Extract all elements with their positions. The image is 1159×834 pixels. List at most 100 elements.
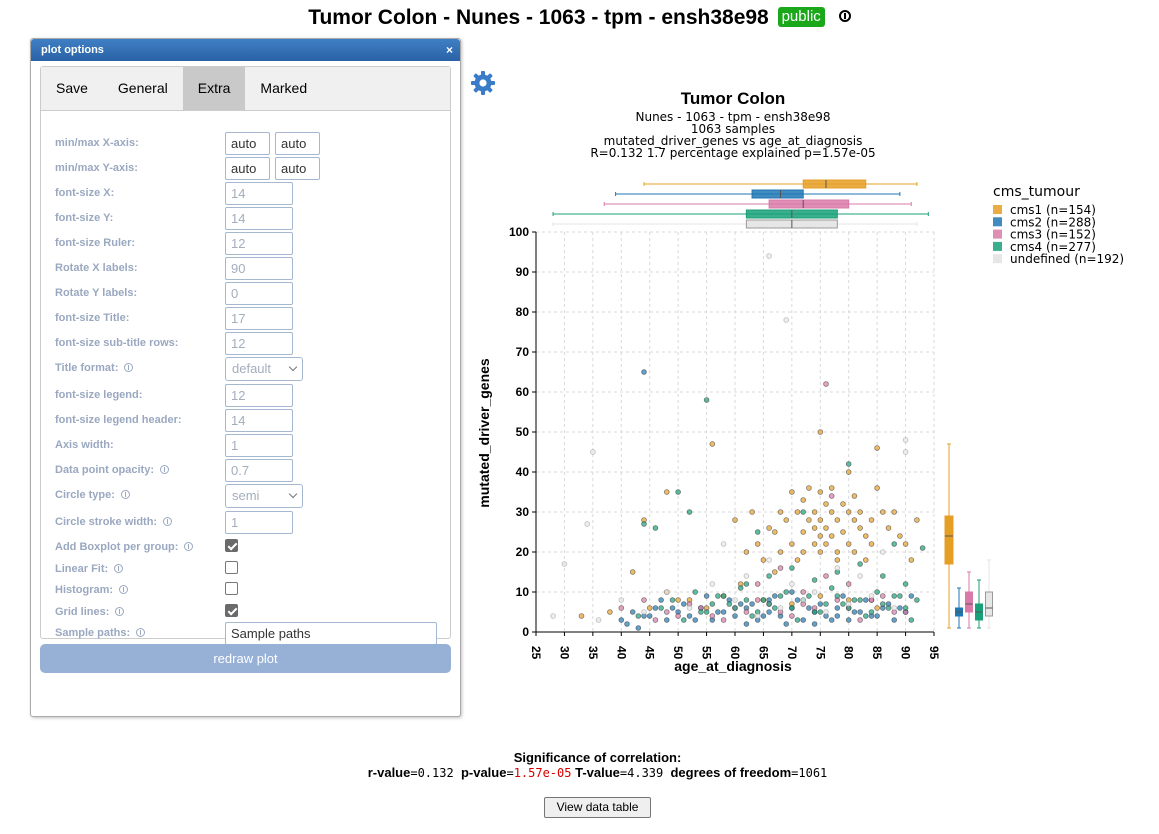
data-point-cms1 bbox=[874, 605, 880, 611]
gear-icon[interactable] bbox=[470, 70, 496, 96]
sample-paths-input[interactable]: Sample paths bbox=[225, 622, 437, 645]
label-text-axis-width: Axis width: bbox=[55, 439, 114, 451]
title-format-select[interactable]: default bbox=[225, 357, 303, 381]
x-tick-label: 95 bbox=[927, 646, 941, 660]
tab-general[interactable]: General bbox=[117, 80, 168, 96]
label-text-min-max-x-axis: min/max X-axis: bbox=[55, 137, 139, 149]
info-icon[interactable] bbox=[184, 542, 194, 551]
circle-type-select[interactable]: semi bbox=[225, 484, 303, 508]
legend-entry-cms4: cms4 (n=277) bbox=[1010, 240, 1096, 254]
info-icon[interactable] bbox=[136, 628, 146, 637]
data-point-cms1 bbox=[851, 517, 858, 523]
label-text-rotate-x-labels: Rotate X labels: bbox=[55, 262, 138, 274]
data-point-cms3 bbox=[879, 593, 886, 599]
grid-lines-checkbox[interactable] bbox=[225, 603, 238, 617]
font-size-y-input[interactable]: 14 bbox=[225, 207, 293, 230]
data-point-cms1 bbox=[828, 533, 835, 539]
data-point-cms1 bbox=[879, 509, 886, 515]
min-max-y-axis-min-input[interactable]: auto bbox=[225, 157, 270, 180]
public-badge: public bbox=[777, 7, 825, 27]
boxplot-y-box bbox=[965, 591, 973, 613]
label-rotate-y-labels: Rotate Y labels: bbox=[55, 287, 137, 299]
min-max-x-axis-min-input[interactable]: auto bbox=[225, 132, 270, 155]
info-icon[interactable] bbox=[114, 563, 124, 573]
label-text-font-size-legend: font-size legend: bbox=[55, 389, 143, 401]
data-point-cms4 bbox=[732, 605, 738, 611]
axis-width-input[interactable]: 1 bbox=[225, 434, 293, 457]
data-point-cms2 bbox=[686, 613, 693, 619]
data-point-cms4 bbox=[857, 597, 863, 603]
data-point-undefined bbox=[845, 601, 852, 607]
data-point-cms1 bbox=[760, 557, 767, 563]
font-size-ruler-input[interactable]: 12 bbox=[225, 232, 293, 255]
data-point-cms1 bbox=[845, 509, 852, 515]
data-point-cms4 bbox=[766, 573, 772, 579]
legend-swatch-undefined bbox=[993, 254, 1002, 264]
plot-options-dialog: plot options × Save General Extra Marked… bbox=[30, 38, 461, 717]
data-point-opacity-input[interactable]: 0.7 bbox=[225, 459, 293, 482]
info-icon[interactable] bbox=[119, 585, 129, 594]
data-point-cms2 bbox=[794, 597, 801, 603]
rotate-x-labels-input[interactable]: 90 bbox=[225, 257, 293, 280]
y-tick-label: 10 bbox=[516, 585, 530, 599]
font-size-legend-input[interactable]: 12 bbox=[225, 384, 293, 407]
info-icon[interactable] bbox=[163, 517, 173, 526]
info-icon[interactable] bbox=[124, 363, 134, 372]
data-point-cms1 bbox=[902, 541, 909, 547]
data-point-cms1 bbox=[857, 509, 863, 515]
data-point-cms4 bbox=[885, 605, 892, 611]
data-point-cms2 bbox=[664, 617, 670, 623]
min-max-y-axis-max-input[interactable]: auto bbox=[275, 157, 320, 180]
info-icon[interactable] bbox=[115, 606, 125, 616]
font-size-x-input[interactable]: 14 bbox=[225, 182, 293, 205]
r-label: r-value bbox=[367, 765, 411, 780]
data-point-cms4 bbox=[902, 581, 909, 587]
data-point-undefined bbox=[902, 449, 909, 455]
font-size-legend-header-input[interactable]: 14 bbox=[225, 409, 293, 432]
tab-marked[interactable]: Marked bbox=[260, 80, 308, 96]
data-point-cms4 bbox=[891, 593, 898, 599]
data-point-cms3 bbox=[652, 617, 659, 623]
redraw-plot-button[interactable]: redraw plot bbox=[40, 644, 451, 673]
label-circle-stroke-width: Circle stroke width: bbox=[55, 516, 173, 528]
r-value: =0.132 bbox=[410, 766, 461, 780]
data-point-cms4 bbox=[641, 521, 647, 527]
page-title-text: Tumor Colon - Nunes - 1063 - tpm - ensh3… bbox=[308, 6, 769, 29]
legend-swatch-cms2 bbox=[993, 217, 1002, 227]
x-tick-label: 85 bbox=[870, 646, 884, 660]
data-point-cms1 bbox=[800, 529, 807, 535]
tab-save[interactable]: Save bbox=[56, 80, 88, 96]
info-icon[interactable] bbox=[838, 10, 851, 22]
view-data-table-button[interactable]: View data table bbox=[544, 797, 651, 818]
data-point-cms1 bbox=[806, 517, 812, 523]
linear-fit-checkbox[interactable] bbox=[225, 560, 238, 574]
info-icon[interactable] bbox=[160, 465, 170, 474]
data-point-cms2 bbox=[681, 601, 687, 607]
dialog-header[interactable]: plot options × bbox=[31, 39, 460, 61]
data-point-cms1 bbox=[794, 509, 801, 515]
label-rotate-x-labels: Rotate X labels: bbox=[55, 262, 138, 274]
label-font-size-ruler: font-size Ruler: bbox=[55, 237, 135, 249]
label-font-size-legend: font-size legend: bbox=[55, 389, 142, 401]
tab-extra[interactable]: Extra bbox=[182, 67, 246, 110]
font-size-title-input[interactable]: 17 bbox=[225, 307, 293, 330]
legend-entry-cms3: cms3 (n=152) bbox=[1010, 228, 1096, 242]
data-point-cms3 bbox=[800, 589, 807, 595]
data-point-cms1 bbox=[823, 501, 829, 507]
min-max-x-axis-max-input[interactable]: auto bbox=[275, 132, 320, 155]
legend-swatch-cms1 bbox=[993, 205, 1002, 214]
rotate-y-labels-input[interactable]: 0 bbox=[225, 282, 293, 305]
label-font-size-legend-header: font-size legend header: bbox=[55, 414, 182, 426]
font-size-sub-title-rows-input[interactable]: 12 bbox=[225, 332, 293, 355]
data-point-cms2 bbox=[658, 597, 664, 603]
histogram-checkbox[interactable] bbox=[225, 582, 238, 595]
legend-swatch-cms4 bbox=[993, 241, 1002, 251]
data-point-cms2 bbox=[732, 613, 738, 619]
close-icon[interactable]: × bbox=[445, 43, 453, 57]
label-text-rotate-y-labels: Rotate Y labels: bbox=[55, 287, 138, 299]
info-icon[interactable] bbox=[120, 490, 130, 499]
add-boxplot-per-group-checkbox[interactable] bbox=[225, 539, 238, 552]
data-point-cms2 bbox=[760, 613, 767, 619]
circle-stroke-width-input[interactable]: 1 bbox=[225, 511, 293, 534]
data-point-cms4 bbox=[857, 561, 863, 567]
